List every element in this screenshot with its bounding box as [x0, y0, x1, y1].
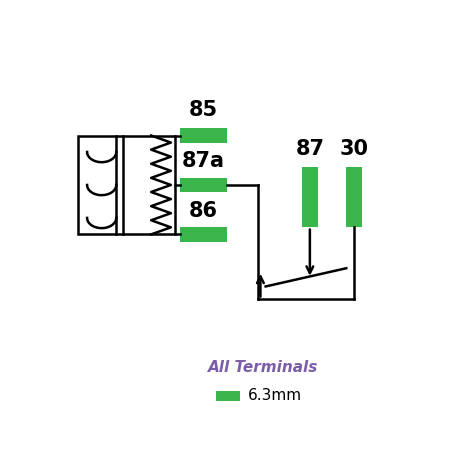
Bar: [302, 167, 318, 227]
Text: 86: 86: [189, 201, 218, 221]
Bar: [180, 178, 227, 192]
Bar: [216, 391, 239, 401]
Bar: [180, 128, 227, 143]
Text: 85: 85: [189, 100, 218, 120]
Text: 87: 87: [295, 139, 324, 159]
Text: 87a: 87a: [182, 151, 225, 172]
Bar: [346, 167, 362, 227]
Bar: [180, 227, 227, 242]
Text: All Terminals: All Terminals: [208, 360, 318, 374]
Text: 6.3mm: 6.3mm: [247, 388, 301, 403]
Text: 30: 30: [339, 139, 369, 159]
